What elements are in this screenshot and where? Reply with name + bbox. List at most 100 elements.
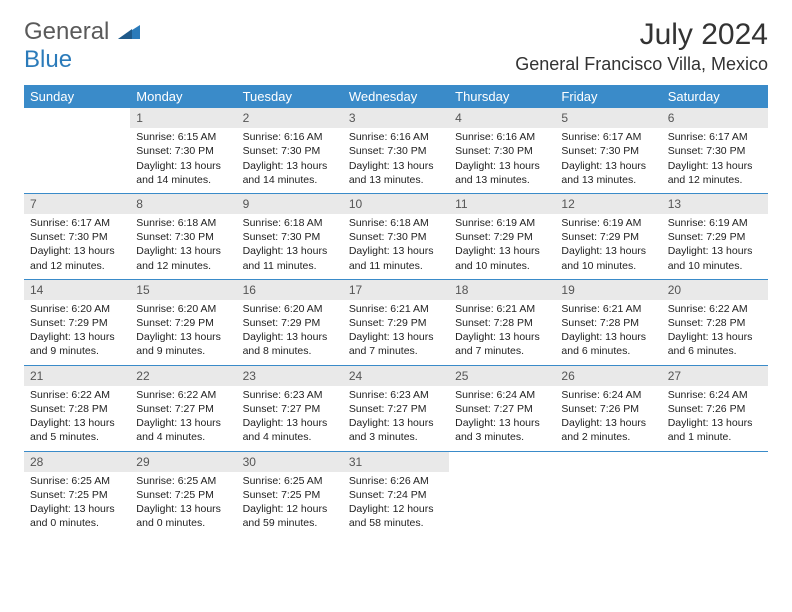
day-cell: 14Sunrise: 6:20 AMSunset: 7:29 PMDayligh…	[24, 280, 130, 365]
logo-text-blue: Blue	[24, 46, 72, 73]
daylight-text-2: and 58 minutes.	[349, 516, 443, 530]
sunrise-text: Sunrise: 6:19 AM	[455, 216, 549, 230]
daylight-text-1: Daylight: 13 hours	[668, 159, 762, 173]
sunrise-text: Sunrise: 6:20 AM	[30, 302, 124, 316]
daylight-text-1: Daylight: 13 hours	[136, 416, 230, 430]
daylight-text-1: Daylight: 13 hours	[136, 159, 230, 173]
page-subtitle: General Francisco Villa, Mexico	[515, 54, 768, 75]
day-cell: 17Sunrise: 6:21 AMSunset: 7:29 PMDayligh…	[343, 280, 449, 365]
daylight-text-2: and 0 minutes.	[30, 516, 124, 530]
day-content: Sunrise: 6:19 AMSunset: 7:29 PMDaylight:…	[662, 214, 768, 279]
day-cell: 16Sunrise: 6:20 AMSunset: 7:29 PMDayligh…	[237, 280, 343, 365]
day-number: 31	[343, 452, 449, 472]
day-content: Sunrise: 6:18 AMSunset: 7:30 PMDaylight:…	[237, 214, 343, 279]
sunset-text: Sunset: 7:30 PM	[455, 144, 549, 158]
daylight-text-2: and 6 minutes.	[668, 344, 762, 358]
day-content: Sunrise: 6:17 AMSunset: 7:30 PMDaylight:…	[662, 128, 768, 193]
header: General Blue July 2024 General Francisco…	[24, 18, 768, 75]
day-content: Sunrise: 6:21 AMSunset: 7:28 PMDaylight:…	[449, 300, 555, 365]
day-number: 21	[24, 366, 130, 386]
day-content: Sunrise: 6:16 AMSunset: 7:30 PMDaylight:…	[449, 128, 555, 193]
sunset-text: Sunset: 7:30 PM	[561, 144, 655, 158]
daylight-text-2: and 5 minutes.	[30, 430, 124, 444]
sunrise-text: Sunrise: 6:20 AM	[136, 302, 230, 316]
day-number: 20	[662, 280, 768, 300]
sunrise-text: Sunrise: 6:19 AM	[668, 216, 762, 230]
day-cell	[449, 452, 555, 537]
day-content: Sunrise: 6:17 AMSunset: 7:30 PMDaylight:…	[24, 214, 130, 279]
day-content: Sunrise: 6:24 AMSunset: 7:27 PMDaylight:…	[449, 386, 555, 451]
sunset-text: Sunset: 7:30 PM	[243, 230, 337, 244]
day-number: 17	[343, 280, 449, 300]
daylight-text-1: Daylight: 13 hours	[561, 244, 655, 258]
day-number: 19	[555, 280, 661, 300]
day-cell: 27Sunrise: 6:24 AMSunset: 7:26 PMDayligh…	[662, 366, 768, 451]
sunrise-text: Sunrise: 6:25 AM	[136, 474, 230, 488]
daylight-text-1: Daylight: 13 hours	[455, 330, 549, 344]
day-content: Sunrise: 6:18 AMSunset: 7:30 PMDaylight:…	[343, 214, 449, 279]
dow-wednesday: Wednesday	[343, 85, 449, 108]
logo-text-block: General Blue	[24, 18, 140, 74]
day-content: Sunrise: 6:20 AMSunset: 7:29 PMDaylight:…	[24, 300, 130, 365]
sunrise-text: Sunrise: 6:26 AM	[349, 474, 443, 488]
daylight-text-1: Daylight: 13 hours	[243, 159, 337, 173]
daylight-text-2: and 3 minutes.	[349, 430, 443, 444]
day-content: Sunrise: 6:25 AMSunset: 7:25 PMDaylight:…	[237, 472, 343, 537]
day-cell: 24Sunrise: 6:23 AMSunset: 7:27 PMDayligh…	[343, 366, 449, 451]
calendar: Sunday Monday Tuesday Wednesday Thursday…	[24, 85, 768, 536]
sunset-text: Sunset: 7:28 PM	[561, 316, 655, 330]
daylight-text-2: and 59 minutes.	[243, 516, 337, 530]
daylight-text-2: and 7 minutes.	[455, 344, 549, 358]
day-cell: 4Sunrise: 6:16 AMSunset: 7:30 PMDaylight…	[449, 108, 555, 193]
page-title: July 2024	[515, 18, 768, 52]
sunset-text: Sunset: 7:30 PM	[349, 230, 443, 244]
day-content: Sunrise: 6:19 AMSunset: 7:29 PMDaylight:…	[449, 214, 555, 279]
day-cell: 9Sunrise: 6:18 AMSunset: 7:30 PMDaylight…	[237, 194, 343, 279]
daylight-text-2: and 9 minutes.	[136, 344, 230, 358]
daylight-text-1: Daylight: 13 hours	[668, 244, 762, 258]
daylight-text-2: and 3 minutes.	[455, 430, 549, 444]
week-row: 7Sunrise: 6:17 AMSunset: 7:30 PMDaylight…	[24, 194, 768, 280]
daylight-text-1: Daylight: 13 hours	[349, 159, 443, 173]
sunset-text: Sunset: 7:30 PM	[243, 144, 337, 158]
sunset-text: Sunset: 7:29 PM	[455, 230, 549, 244]
day-content: Sunrise: 6:22 AMSunset: 7:27 PMDaylight:…	[130, 386, 236, 451]
day-cell: 18Sunrise: 6:21 AMSunset: 7:28 PMDayligh…	[449, 280, 555, 365]
daylight-text-1: Daylight: 13 hours	[136, 244, 230, 258]
day-content: Sunrise: 6:20 AMSunset: 7:29 PMDaylight:…	[130, 300, 236, 365]
day-number: 9	[237, 194, 343, 214]
day-number: 16	[237, 280, 343, 300]
sunset-text: Sunset: 7:27 PM	[243, 402, 337, 416]
daylight-text-1: Daylight: 13 hours	[349, 416, 443, 430]
daylight-text-1: Daylight: 13 hours	[455, 416, 549, 430]
sunrise-text: Sunrise: 6:21 AM	[349, 302, 443, 316]
dow-tuesday: Tuesday	[237, 85, 343, 108]
sunrise-text: Sunrise: 6:22 AM	[668, 302, 762, 316]
day-cell: 15Sunrise: 6:20 AMSunset: 7:29 PMDayligh…	[130, 280, 236, 365]
sunrise-text: Sunrise: 6:18 AM	[243, 216, 337, 230]
day-number: 25	[449, 366, 555, 386]
day-number: 14	[24, 280, 130, 300]
sunrise-text: Sunrise: 6:15 AM	[136, 130, 230, 144]
day-number: 7	[24, 194, 130, 214]
daylight-text-2: and 13 minutes.	[561, 173, 655, 187]
daylight-text-2: and 12 minutes.	[136, 259, 230, 273]
sunset-text: Sunset: 7:30 PM	[30, 230, 124, 244]
sunset-text: Sunset: 7:30 PM	[349, 144, 443, 158]
day-number: 15	[130, 280, 236, 300]
sunrise-text: Sunrise: 6:20 AM	[243, 302, 337, 316]
sunset-text: Sunset: 7:29 PM	[349, 316, 443, 330]
day-cell: 8Sunrise: 6:18 AMSunset: 7:30 PMDaylight…	[130, 194, 236, 279]
sunrise-text: Sunrise: 6:22 AM	[30, 388, 124, 402]
daylight-text-2: and 10 minutes.	[455, 259, 549, 273]
daylight-text-2: and 13 minutes.	[455, 173, 549, 187]
sunrise-text: Sunrise: 6:24 AM	[455, 388, 549, 402]
daylight-text-2: and 11 minutes.	[243, 259, 337, 273]
sunrise-text: Sunrise: 6:23 AM	[349, 388, 443, 402]
day-number: 23	[237, 366, 343, 386]
daylight-text-2: and 10 minutes.	[561, 259, 655, 273]
week-row: 1Sunrise: 6:15 AMSunset: 7:30 PMDaylight…	[24, 108, 768, 194]
day-content: Sunrise: 6:23 AMSunset: 7:27 PMDaylight:…	[343, 386, 449, 451]
sunrise-text: Sunrise: 6:25 AM	[30, 474, 124, 488]
day-cell: 10Sunrise: 6:18 AMSunset: 7:30 PMDayligh…	[343, 194, 449, 279]
